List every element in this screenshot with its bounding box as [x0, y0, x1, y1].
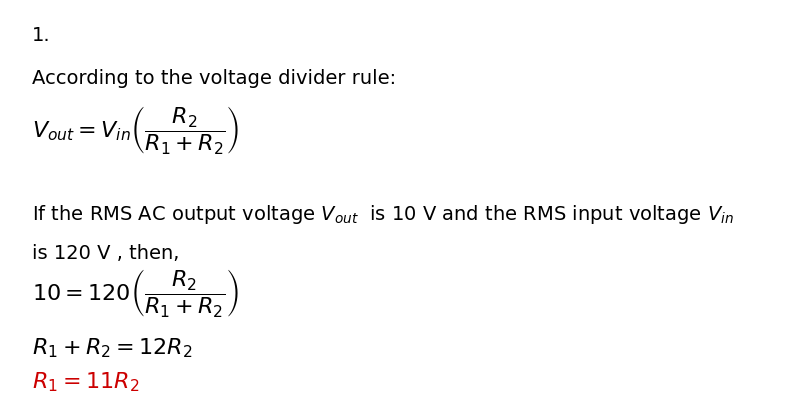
Text: $10 = 120\left(\dfrac{R_2}{R_1 + R_2}\right)$: $10 = 120\left(\dfrac{R_2}{R_1 + R_2}\ri… [32, 267, 238, 319]
Text: $V_{out} = V_{in}\left(\dfrac{R_2}{R_1 + R_2}\right)$: $V_{out} = V_{in}\left(\dfrac{R_2}{R_1 +… [32, 104, 239, 156]
Text: $R_1 = 11R_2$: $R_1 = 11R_2$ [32, 371, 139, 394]
Text: According to the voltage divider rule:: According to the voltage divider rule: [32, 69, 396, 88]
Text: $R_1 + R_2 = 12R_2$: $R_1 + R_2 = 12R_2$ [32, 336, 193, 360]
Text: If the RMS AC output voltage $V_{out}$  is 10 V and the RMS input voltage $V_{in: If the RMS AC output voltage $V_{out}$ i… [32, 204, 734, 227]
Text: is 120 V , then,: is 120 V , then, [32, 244, 179, 263]
Text: 1.: 1. [32, 26, 50, 46]
